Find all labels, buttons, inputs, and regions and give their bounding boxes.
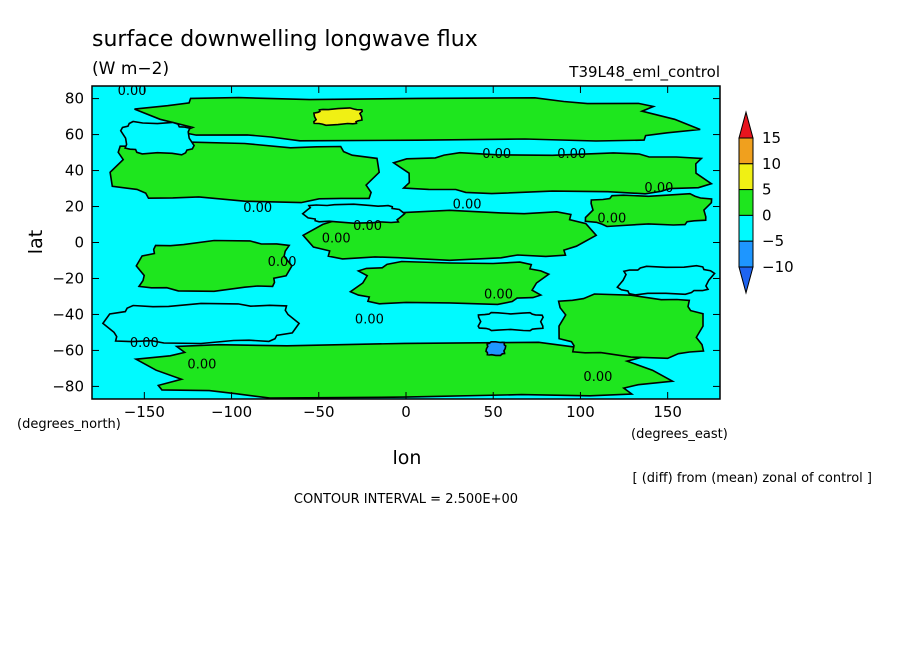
colorbar-swatch — [738, 137, 754, 165]
contour-label: 0.00 — [453, 197, 482, 212]
contour-interval: CONTOUR INTERVAL = 2.500E+00 — [294, 492, 518, 507]
plot-area: 0.000.00 0.000.000.00 0.000.000.00 0.000.00… — [92, 84, 720, 399]
x-tick-label: −50 — [303, 403, 335, 421]
contour-region — [485, 341, 507, 357]
colorbar-swatch — [738, 240, 754, 268]
y-axis-label: lat — [25, 230, 47, 254]
contour-label: 0.00 — [243, 201, 272, 216]
x-tick-label: 100 — [566, 403, 595, 421]
contour-region — [391, 151, 714, 195]
x-tick-label: 150 — [653, 403, 682, 421]
contour-label: 0.00 — [482, 147, 511, 162]
contour-label: 0.00 — [583, 370, 612, 385]
contour-region — [109, 141, 381, 204]
contour-region — [477, 311, 545, 332]
y-tick-label: −40 — [52, 305, 84, 323]
contour-labels: 0.000.00 0.000.000.00 0.000.000.00 0.000.00… — [118, 84, 674, 385]
contour-label: 0.00 — [597, 212, 626, 227]
contour-label: 0.00 — [322, 232, 351, 247]
colorbar-swatch — [738, 110, 754, 139]
colorbar: 15 10 5 0 −5 −10 — [738, 110, 794, 295]
colorbar-label: 5 — [762, 181, 772, 199]
contour-label: 0.00 — [484, 287, 513, 302]
contour-region — [119, 120, 196, 156]
contour-region — [101, 302, 301, 345]
x-tick-label: −100 — [211, 403, 252, 421]
x-axis-ticks: −150 −100 −50 0 50 100 150 — [124, 86, 682, 421]
chart-units: (W m−2) — [92, 59, 169, 79]
y-tick-label: 60 — [65, 126, 84, 144]
y-axis-units: (degrees_north) — [17, 417, 121, 432]
contour-region — [616, 264, 716, 296]
contour-label: 0.00 — [353, 219, 382, 234]
x-axis-units: (degrees_east) — [631, 427, 728, 442]
y-tick-label: 40 — [65, 162, 84, 180]
y-tick-label: 80 — [65, 90, 84, 108]
colorbar-swatch — [738, 189, 754, 216]
contour-region — [134, 96, 701, 142]
chart-title: surface downwelling longwave flux — [92, 27, 478, 52]
contour-label: 0.00 — [268, 255, 297, 270]
colorbar-swatch — [738, 163, 754, 191]
y-tick-label: −80 — [52, 377, 84, 395]
contour-label: 0.00 — [355, 312, 384, 327]
run-label: T39L48_eml_control — [568, 63, 720, 82]
x-axis-label: lon — [393, 447, 422, 469]
y-axis-ticks: 80 60 40 20 0 −20 −40 −60 −80 — [52, 90, 720, 395]
contour-label: 0.00 — [130, 336, 159, 351]
y-tick-label: 20 — [65, 198, 84, 216]
contour-label: 0.00 — [118, 84, 147, 99]
x-tick-label: 50 — [484, 403, 503, 421]
colorbar-swatch — [738, 214, 754, 242]
contour-region — [135, 239, 293, 293]
colorbar-label: −5 — [762, 232, 784, 250]
contour-region — [312, 107, 364, 127]
y-tick-label: −20 — [52, 269, 84, 287]
contour-regions — [101, 96, 716, 399]
contour-region — [348, 260, 551, 306]
contour-label: 0.00 — [557, 147, 586, 162]
colorbar-swatch — [738, 266, 754, 295]
colorbar-label: 10 — [762, 155, 781, 173]
x-tick-label: −150 — [124, 403, 165, 421]
contour-label: 0.00 — [187, 357, 216, 372]
contour-region — [557, 293, 705, 360]
colorbar-label: −10 — [762, 258, 794, 276]
x-tick-label: 0 — [401, 403, 411, 421]
contour-label: 0.00 — [644, 181, 673, 196]
y-tick-label: 0 — [74, 234, 84, 252]
colorbar-label: 0 — [762, 206, 772, 224]
colorbar-label: 15 — [762, 129, 781, 147]
y-tick-label: −60 — [52, 341, 84, 359]
contour-region — [584, 192, 713, 228]
footnote: [ (diff) from (mean) zonal of control ] — [633, 471, 872, 486]
contour-region — [301, 203, 406, 225]
